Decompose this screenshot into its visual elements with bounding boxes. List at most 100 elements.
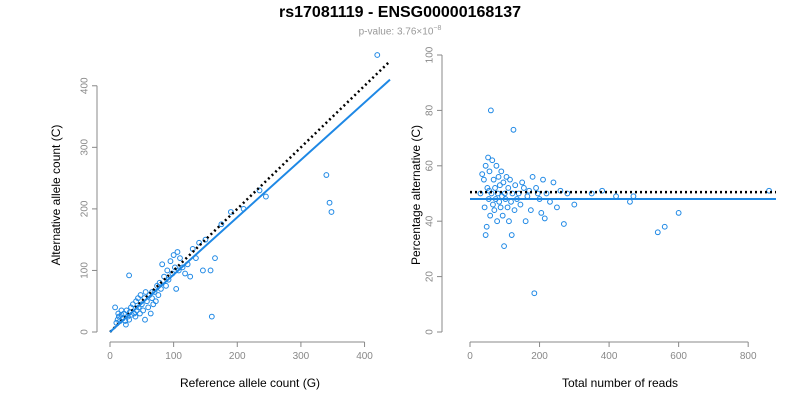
data-point <box>501 243 507 250</box>
y-tick-label: 0 <box>425 329 436 335</box>
right-panel-percentage-alternative: 0 200 400 600 800 0 20 40 60 80 100 Total number of… <box>409 46 776 390</box>
y-tick: 100 <box>80 262 97 279</box>
y-tick: 0 <box>425 329 442 335</box>
data-point <box>328 209 335 215</box>
data-point <box>140 307 146 314</box>
y-tick-label: 40 <box>425 215 436 227</box>
x-axis-title: Reference allele count (G) <box>180 376 320 390</box>
data-point <box>149 295 155 302</box>
x-tick-label: 800 <box>740 351 757 362</box>
x-tick: 200 <box>531 342 548 362</box>
data-point <box>654 229 661 236</box>
data-point <box>137 310 143 317</box>
data-point <box>145 304 152 311</box>
data-point <box>142 289 149 295</box>
x-tick: 100 <box>165 342 182 362</box>
data-point <box>163 282 169 289</box>
y-tick: 80 <box>425 104 442 116</box>
data-point <box>540 176 546 183</box>
data-point <box>126 316 132 323</box>
data-point <box>512 182 519 189</box>
data-point <box>599 187 606 194</box>
x-axis-title: Total number of reads <box>562 376 678 390</box>
data-point <box>508 232 515 238</box>
data-point <box>510 126 517 133</box>
data-point <box>489 157 496 164</box>
data-point <box>164 267 171 274</box>
data-point <box>494 218 501 225</box>
data-point <box>323 172 330 178</box>
x-tick: 400 <box>356 342 373 362</box>
data-point <box>534 190 541 197</box>
data-point <box>172 264 178 271</box>
data-point <box>526 187 533 194</box>
y-tick: 0 <box>80 329 97 335</box>
chart-subtitle: p-value: 3.76×10−8 <box>0 25 800 37</box>
data-point <box>200 267 206 274</box>
y-tick-label: 0 <box>80 329 91 335</box>
y-tick: 100 <box>425 46 442 63</box>
data-point <box>490 176 497 183</box>
data-point <box>150 301 157 308</box>
data-point <box>485 154 491 161</box>
y-tick-label: 400 <box>80 77 91 94</box>
data-point <box>501 190 508 197</box>
data-point <box>524 193 531 200</box>
y-tick: 40 <box>425 215 442 227</box>
data-point <box>159 261 166 268</box>
data-point <box>496 198 503 205</box>
data-point <box>187 273 194 280</box>
data-point <box>508 198 514 205</box>
x-tick: 800 <box>740 342 757 362</box>
data-point <box>505 185 512 191</box>
data-point <box>218 221 225 228</box>
data-point <box>481 204 488 211</box>
data-point <box>527 207 534 214</box>
y-tick-label: 20 <box>425 271 436 283</box>
data-point <box>123 321 129 328</box>
data-point <box>613 193 619 200</box>
x-tick-label: 400 <box>356 351 373 362</box>
x-tick: 400 <box>601 342 618 362</box>
data-point <box>487 107 494 114</box>
data-point <box>208 313 215 320</box>
p-value-text: p-value: 3.76×10 <box>358 26 434 38</box>
data-point <box>675 209 682 216</box>
data-point <box>155 292 162 298</box>
data-point <box>152 298 159 305</box>
data-point <box>326 199 333 206</box>
x-tick: 200 <box>229 342 246 362</box>
y-tick-label: 100 <box>80 262 91 279</box>
data-point <box>130 301 136 308</box>
data-point <box>627 198 633 205</box>
data-point <box>519 179 526 186</box>
data-point <box>554 204 560 211</box>
data-point <box>493 162 500 169</box>
x-tick-label: 0 <box>107 351 113 362</box>
data-point <box>531 290 538 297</box>
y-tick: 20 <box>425 271 442 283</box>
y-tick: 400 <box>80 77 97 94</box>
data-point <box>517 201 524 208</box>
data-point <box>550 179 557 186</box>
data-point <box>522 218 529 225</box>
data-point <box>196 239 202 246</box>
data-point <box>538 209 545 216</box>
data-point <box>174 249 181 255</box>
data-point <box>541 215 548 222</box>
data-point <box>506 218 512 225</box>
data-point <box>132 313 139 320</box>
y-axis-title: Percentage alternative (C) <box>409 125 423 265</box>
data-point <box>491 207 498 214</box>
data-point <box>170 252 177 258</box>
data-point <box>504 204 511 211</box>
x-tick-label: 200 <box>531 351 548 362</box>
y-tick-label: 100 <box>425 46 436 63</box>
data-point <box>256 187 263 194</box>
data-point <box>766 187 772 194</box>
data-point <box>520 185 527 191</box>
data-point <box>533 185 539 191</box>
data-point <box>500 179 507 186</box>
y-tick-label: 60 <box>425 160 436 172</box>
x-tick-label: 300 <box>293 351 310 362</box>
